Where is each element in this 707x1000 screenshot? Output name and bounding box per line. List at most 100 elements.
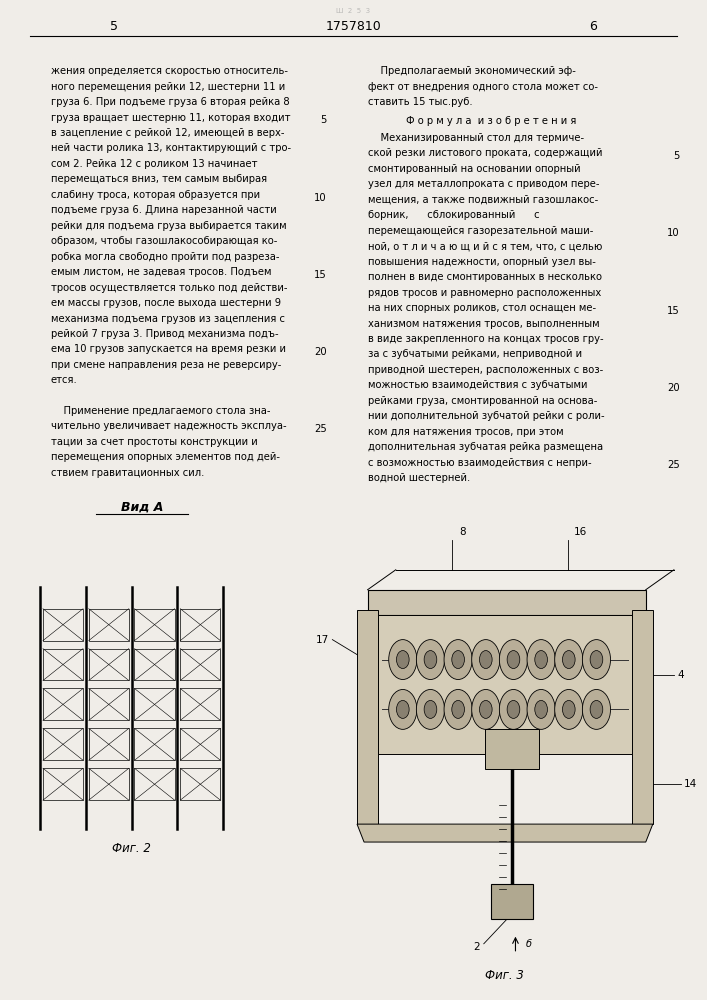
Text: ствием гравитационных сил.: ствием гравитационных сил. [51, 468, 204, 478]
Circle shape [397, 700, 409, 718]
Text: перемещения опорных элементов под дей-: перемещения опорных элементов под дей- [51, 452, 280, 462]
Text: перемещаться вниз, тем самым выбирая: перемещаться вниз, тем самым выбирая [51, 174, 267, 184]
Text: 20: 20 [314, 347, 327, 357]
Text: ной, о т л и ч а ю щ и й с я тем, что, с целью: ной, о т л и ч а ю щ и й с я тем, что, с… [368, 241, 602, 251]
Text: 15: 15 [667, 306, 679, 316]
Polygon shape [378, 615, 631, 754]
Text: борник,      сблокированный      с: борник, сблокированный с [368, 210, 539, 220]
Circle shape [590, 651, 603, 669]
Text: образом, чтобы газошлакособирающая ко-: образом, чтобы газошлакособирающая ко- [51, 236, 277, 246]
Text: 5: 5 [320, 115, 327, 125]
Text: ется.: ется. [51, 375, 78, 385]
Text: рейки для подъема груза выбирается таким: рейки для подъема груза выбирается таким [51, 221, 286, 231]
Bar [88, 688, 129, 720]
Text: смонтированный на основании опорный: смонтированный на основании опорный [368, 164, 580, 174]
Bar [134, 649, 175, 680]
Text: 15: 15 [314, 270, 327, 280]
Text: 8: 8 [459, 527, 466, 537]
Text: 25: 25 [667, 460, 679, 470]
Text: приводной шестерен, расположенных с воз-: приводной шестерен, расположенных с воз- [368, 365, 603, 375]
Text: 10: 10 [314, 193, 327, 203]
Text: 10: 10 [667, 228, 679, 238]
Text: Фиг. 2: Фиг. 2 [112, 842, 151, 855]
Circle shape [555, 640, 583, 680]
Text: слабину троса, которая образуется при: слабину троса, которая образуется при [51, 190, 259, 200]
Bar [43, 649, 83, 680]
Bar [88, 728, 129, 760]
Bar [88, 649, 129, 680]
Bar [180, 728, 221, 760]
Text: в виде закрепленного на концах тросов гру-: в виде закрепленного на концах тросов гр… [368, 334, 603, 344]
Circle shape [444, 689, 472, 729]
Text: рейками груза, смонтированной на основа-: рейками груза, смонтированной на основа- [368, 396, 597, 406]
Text: б: б [526, 939, 532, 949]
Bar [134, 609, 175, 641]
Bar [134, 728, 175, 760]
Circle shape [472, 689, 500, 729]
Text: жения определяется скоростью относитель-: жения определяется скоростью относитель- [51, 66, 288, 76]
Text: 4: 4 [677, 670, 684, 680]
Bar [43, 728, 83, 760]
Text: в зацепление с рейкой 12, имеющей в верх-: в зацепление с рейкой 12, имеющей в верх… [51, 128, 284, 138]
Text: нии дополнительной зубчатой рейки с роли-: нии дополнительной зубчатой рейки с роли… [368, 411, 604, 421]
Text: 5: 5 [110, 20, 118, 33]
Text: 20: 20 [667, 383, 679, 393]
Text: емым листом, не задевая тросов. Подъем: емым листом, не задевая тросов. Подъем [51, 267, 271, 277]
Text: 6: 6 [589, 20, 597, 33]
Text: робка могла свободно пройти под разреза-: робка могла свободно пройти под разреза- [51, 252, 279, 262]
Text: мещения, а также подвижный газошлакос-: мещения, а также подвижный газошлакос- [368, 195, 598, 205]
Bar [491, 884, 533, 919]
Text: рядов тросов и равномерно расположенных: рядов тросов и равномерно расположенных [368, 288, 601, 298]
Text: 17: 17 [315, 635, 329, 645]
Text: 1757810: 1757810 [326, 20, 381, 33]
Text: ханизмом натяжения тросов, выполненным: ханизмом натяжения тросов, выполненным [368, 319, 600, 329]
Text: ема 10 грузов запускается на время резки и: ема 10 грузов запускается на время резки… [51, 344, 286, 354]
Circle shape [499, 689, 527, 729]
Circle shape [416, 640, 445, 680]
Text: узел для металлопроката с приводом пере-: узел для металлопроката с приводом пере- [368, 179, 599, 189]
Circle shape [424, 700, 437, 718]
Text: тации за счет простоты конструкции и: тации за счет простоты конструкции и [51, 437, 257, 447]
Circle shape [527, 689, 555, 729]
Circle shape [555, 689, 583, 729]
Text: полнен в виде смонтированных в несколько: полнен в виде смонтированных в несколько [368, 272, 602, 282]
Circle shape [416, 689, 445, 729]
Text: Вид А: Вид А [121, 501, 163, 514]
Text: 5: 5 [673, 151, 679, 161]
Circle shape [563, 651, 575, 669]
Text: фект от внедрения одного стола может со-: фект от внедрения одного стола может со- [368, 82, 597, 92]
Circle shape [479, 700, 492, 718]
Text: можностью взаимодействия с зубчатыми: можностью взаимодействия с зубчатыми [368, 380, 587, 390]
Bar [357, 610, 378, 824]
Bar [180, 609, 221, 641]
Text: тросов осуществляется только под действи-: тросов осуществляется только под действи… [51, 283, 287, 293]
Circle shape [389, 640, 417, 680]
Circle shape [444, 640, 472, 680]
Circle shape [527, 640, 555, 680]
Text: рейкой 7 груза 3. Привод механизма подъ-: рейкой 7 груза 3. Привод механизма подъ- [51, 329, 279, 339]
Circle shape [507, 651, 520, 669]
Circle shape [499, 640, 527, 680]
Text: сом 2. Рейка 12 с роликом 13 начинает: сом 2. Рейка 12 с роликом 13 начинает [51, 159, 257, 169]
Text: за с зубчатыми рейками, неприводной и: за с зубчатыми рейками, неприводной и [368, 349, 582, 359]
Polygon shape [368, 590, 645, 615]
Bar [180, 649, 221, 680]
Bar [180, 688, 221, 720]
Circle shape [452, 700, 464, 718]
Polygon shape [357, 824, 653, 842]
Text: ставить 15 тыс.руб.: ставить 15 тыс.руб. [368, 97, 472, 107]
Text: повышения надежности, опорный узел вы-: повышения надежности, опорный узел вы- [368, 257, 595, 267]
Bar [88, 768, 129, 800]
Text: ней части ролика 13, контактирующий с тро-: ней части ролика 13, контактирующий с тр… [51, 143, 291, 153]
Text: ской резки листового проката, содержащий: ской резки листового проката, содержащий [368, 148, 602, 158]
Text: Ш  2  5  3: Ш 2 5 3 [337, 8, 370, 14]
Text: 14: 14 [684, 779, 697, 789]
Text: Фиг. 3: Фиг. 3 [486, 969, 525, 982]
Circle shape [479, 651, 492, 669]
Bar [134, 768, 175, 800]
Text: ем массы грузов, после выхода шестерни 9: ем массы грузов, после выхода шестерни 9 [51, 298, 281, 308]
Text: механизма подъема грузов из зацепления с: механизма подъема грузов из зацепления с [51, 314, 285, 324]
Circle shape [583, 689, 611, 729]
Text: груза вращает шестерню 11, которая входит: груза вращает шестерню 11, которая входи… [51, 113, 290, 123]
Bar [631, 610, 653, 824]
